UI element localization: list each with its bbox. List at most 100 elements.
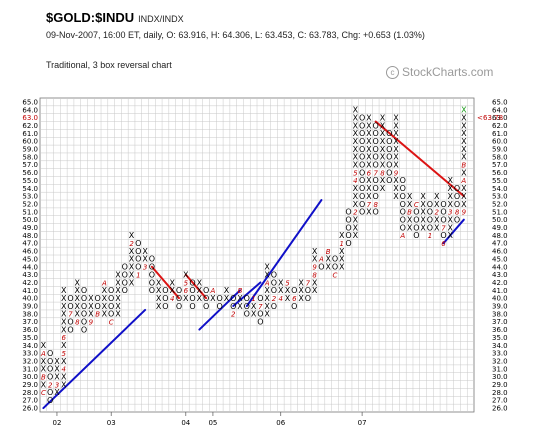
o-box: O: [135, 263, 141, 272]
x-box: X: [461, 145, 467, 154]
x-box: X: [339, 247, 345, 256]
x-box: X: [298, 294, 304, 303]
x-box: X: [339, 263, 345, 272]
x-box: X: [61, 310, 67, 319]
month-marker: 2: [231, 311, 236, 319]
month-marker: 3: [55, 381, 59, 389]
x-box: X: [142, 255, 148, 264]
month-marker: 1: [136, 271, 140, 279]
x-box: X: [88, 302, 94, 311]
x-box: X: [210, 294, 216, 303]
chart-grid: [39, 97, 475, 413]
x-box: X: [366, 145, 372, 154]
o-box: O: [413, 231, 419, 240]
x-box: X: [285, 294, 291, 303]
y-tick-label: 34.0: [492, 342, 508, 350]
month-marker: B: [407, 209, 412, 217]
o-box: O: [373, 129, 379, 138]
o-box: O: [427, 223, 433, 232]
x-box: X: [41, 380, 47, 389]
y-tick-label: 30.0: [22, 373, 38, 381]
x-tick-label: 07: [358, 419, 367, 427]
x-box: X: [448, 184, 454, 193]
o-box: O: [440, 200, 446, 209]
o-box: O: [386, 161, 392, 170]
o-box: O: [81, 294, 87, 303]
x-box: X: [420, 208, 426, 217]
x-box: X: [61, 302, 67, 311]
x-box: X: [380, 137, 386, 146]
x-tick-label: 06: [276, 419, 285, 427]
x-box: X: [366, 208, 372, 217]
y-tick-label: 38.0: [492, 310, 508, 318]
o-box: O: [413, 223, 419, 232]
o-box: O: [149, 255, 155, 264]
month-marker: A: [264, 279, 270, 287]
bullish-support-trend-line: [232, 281, 262, 308]
current-price-marker: <: [477, 114, 483, 122]
o-box: O: [257, 310, 263, 319]
month-marker: 2: [48, 381, 53, 389]
o-box: O: [47, 388, 53, 397]
y-tick-label: 43.0: [492, 271, 508, 279]
y-tick-label: 46.0: [492, 248, 508, 256]
x-box: X: [448, 176, 454, 185]
x-box: X: [142, 247, 148, 256]
y-tick-label: 63.0: [22, 114, 38, 122]
x-box: X: [461, 168, 467, 177]
month-marker: A: [101, 279, 107, 287]
x-box: X: [353, 231, 359, 240]
o-box: O: [373, 121, 379, 130]
o-box: O: [108, 294, 114, 303]
y-tick-label: 45.0: [492, 255, 508, 263]
o-box: O: [162, 302, 168, 311]
y-tick-label: 50.0: [492, 216, 508, 224]
month-marker: 6: [367, 169, 372, 177]
x-box: X: [448, 200, 454, 209]
x-box: X: [393, 161, 399, 170]
o-box: O: [454, 215, 460, 224]
y-tick-label: 63.0: [492, 114, 508, 122]
y-tick-label: 28.0: [22, 389, 38, 397]
month-marker: 3: [143, 264, 147, 272]
o-box: O: [81, 318, 87, 327]
x-box: X: [183, 270, 189, 279]
o-box: O: [108, 286, 114, 295]
x-box: X: [129, 247, 135, 256]
x-box: X: [129, 278, 135, 287]
month-marker: 6: [184, 287, 189, 295]
o-box: O: [373, 137, 379, 146]
bullish-support-trend-line: [198, 289, 242, 331]
x-box: X: [366, 176, 372, 185]
o-box: O: [373, 184, 379, 193]
o-box: O: [47, 372, 53, 381]
current-price-label: 63.78: [483, 114, 503, 122]
x-box: X: [129, 270, 135, 279]
x-box: X: [54, 388, 60, 397]
y-tick-label: 56.0: [22, 169, 38, 177]
y-tick-label: 62.0: [492, 122, 508, 130]
x-box: X: [102, 310, 108, 319]
x-box: X: [115, 310, 121, 319]
o-box: O: [149, 278, 155, 287]
o-box: O: [230, 302, 236, 311]
x-box: X: [115, 286, 121, 295]
o-box: O: [440, 208, 446, 217]
month-marker: A: [210, 287, 216, 295]
y-tick-label: 52.0: [22, 200, 38, 208]
x-box: X: [393, 176, 399, 185]
o-box: O: [427, 200, 433, 209]
o-box: O: [47, 396, 53, 405]
month-marker: 9: [394, 169, 399, 177]
month-marker: 6: [62, 334, 67, 342]
x-box: X: [461, 153, 467, 162]
o-box: O: [359, 176, 365, 185]
o-box: O: [373, 153, 379, 162]
month-marker: A: [40, 350, 46, 358]
month-marker: A: [460, 177, 466, 185]
x-box: X: [88, 310, 94, 319]
o-box: O: [454, 200, 460, 209]
o-box: O: [122, 286, 128, 295]
month-marker: 1: [340, 240, 344, 248]
o-box: O: [176, 302, 182, 311]
